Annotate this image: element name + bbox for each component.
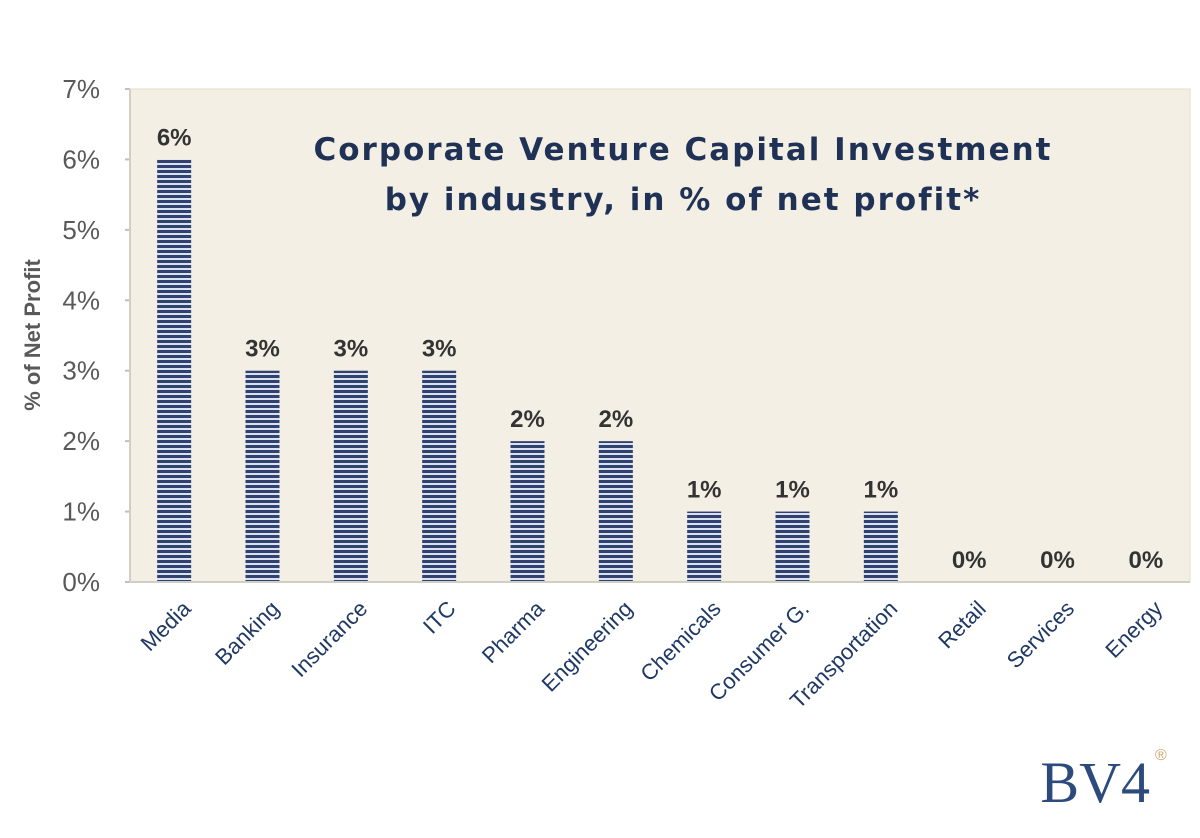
x-tick-label: Pharma (477, 595, 550, 668)
y-tick-label: 3% (62, 356, 100, 386)
data-label: 2% (510, 406, 545, 433)
x-tick-label: Engineering (537, 596, 638, 697)
bv4-logo: BV4 ® (1040, 747, 1167, 815)
bar-itc (422, 370, 457, 582)
data-label: 0% (952, 547, 987, 574)
bar-insurance (333, 370, 368, 582)
y-tick-label: 4% (62, 285, 100, 315)
data-label: 3% (245, 336, 280, 363)
y-axis-label: % of Net Profit (20, 259, 45, 411)
y-tick-label: 6% (62, 144, 100, 174)
y-tick-label: 5% (62, 215, 100, 245)
y-tick-label: 2% (62, 426, 100, 456)
y-tick-label: 1% (62, 497, 100, 527)
bar-banking (245, 370, 280, 582)
data-label: 3% (333, 336, 368, 363)
bar-pharma (510, 441, 545, 582)
logo-text: BV4 (1040, 750, 1150, 815)
logo-registered-mark: ® (1155, 747, 1167, 764)
chart-title-line-1: Corporate Venture Capital Investment (313, 132, 1052, 168)
chart-title-line-2: by industry, in % of net profit* (385, 182, 982, 218)
y-tick-label: 0% (62, 567, 100, 597)
x-tick-label: Chemicals (635, 596, 725, 686)
data-label: 1% (775, 477, 810, 504)
bar-consumer-g (775, 511, 810, 582)
data-label: 2% (598, 406, 633, 433)
y-tick-label: 7% (62, 74, 100, 104)
bar-transportation (863, 511, 898, 582)
data-label: 0% (1040, 547, 1075, 574)
bar-engineering (598, 441, 633, 582)
bar-media (157, 159, 192, 582)
x-tick-label: Energy (1100, 596, 1167, 663)
x-tick-label: ITC (418, 596, 461, 639)
plot-area (130, 89, 1190, 582)
data-label: 1% (687, 477, 722, 504)
data-label: 6% (157, 124, 192, 151)
x-tick-label: Insurance (286, 596, 372, 682)
bar-chemicals (687, 511, 722, 582)
data-label: 1% (863, 477, 898, 504)
data-label: 3% (422, 336, 457, 363)
data-label: 0% (1128, 547, 1163, 574)
x-tick-label: Services (1002, 596, 1079, 673)
x-tick-label: Banking (210, 596, 284, 670)
plot-border (129, 88, 1191, 583)
x-tick-label: Retail (933, 596, 990, 653)
x-tick-label: Media (136, 595, 197, 656)
